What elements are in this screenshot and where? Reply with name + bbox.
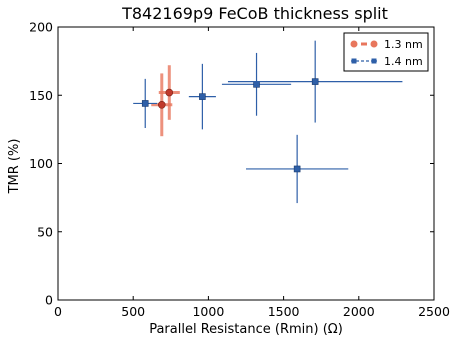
legend-label: 1.3 nm bbox=[384, 38, 423, 51]
marker bbox=[199, 93, 206, 100]
series-1 bbox=[151, 65, 180, 137]
series-2 bbox=[133, 40, 403, 204]
marker bbox=[165, 88, 174, 97]
legend-marker bbox=[351, 58, 357, 64]
marker bbox=[311, 78, 319, 85]
legend-marker bbox=[371, 58, 377, 64]
x-axis-label: Parallel Resistance (Rmin) (Ω) bbox=[149, 322, 343, 337]
y-tick-label: 100 bbox=[29, 156, 53, 171]
legend-marker bbox=[370, 40, 378, 48]
data-point bbox=[246, 134, 349, 204]
data-point bbox=[158, 65, 180, 120]
x-tick-label: 1500 bbox=[268, 304, 300, 319]
x-tick-label: 1000 bbox=[192, 304, 224, 319]
y-axis-label: TMR (%) bbox=[7, 139, 22, 195]
legend-entry: 1.3 nm bbox=[350, 38, 423, 51]
marker bbox=[253, 81, 260, 88]
marker bbox=[141, 100, 149, 107]
y-tick-label: 200 bbox=[29, 20, 53, 35]
legend-entry: 1.4 nm bbox=[351, 55, 423, 68]
y-tick-label: 50 bbox=[37, 224, 53, 239]
data-point bbox=[133, 78, 158, 129]
y-tick-label: 150 bbox=[29, 88, 53, 103]
data-marks bbox=[133, 40, 403, 204]
marker bbox=[157, 101, 166, 109]
data-point bbox=[227, 40, 403, 123]
x-tick-label: 2000 bbox=[343, 304, 375, 319]
legend-box bbox=[343, 32, 429, 72]
legend: 1.3 nm 1.4 nm bbox=[343, 32, 429, 72]
chart-title: T842169p9 FeCoB thickness split bbox=[121, 4, 388, 23]
y-tick-label: 0 bbox=[45, 293, 53, 308]
data-point bbox=[188, 63, 216, 130]
data-point bbox=[221, 52, 292, 116]
x-tick-label: 500 bbox=[121, 304, 145, 319]
x-tick-label: 0 bbox=[54, 304, 62, 319]
marker bbox=[293, 165, 301, 173]
legend-label: 1.4 nm bbox=[384, 55, 423, 68]
axes: 0 500 1000 1500 2000 2500 0 50 100 150 200 bbox=[29, 20, 450, 320]
x-tick-label: 2500 bbox=[418, 304, 450, 319]
legend-marker bbox=[350, 40, 358, 48]
